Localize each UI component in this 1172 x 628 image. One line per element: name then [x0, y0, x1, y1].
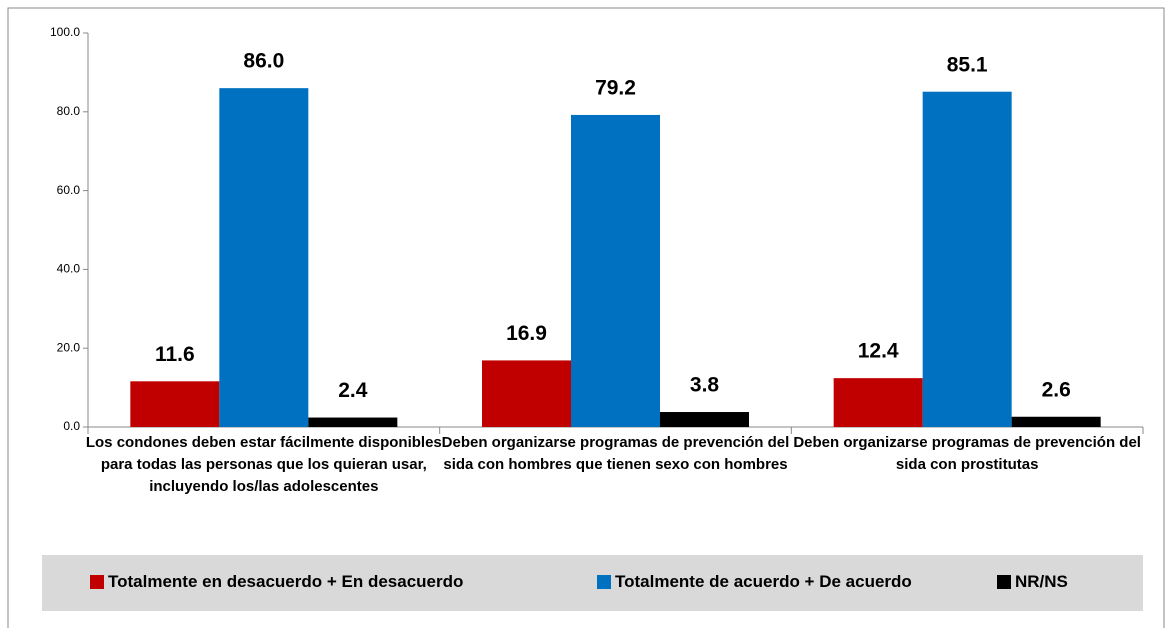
- legend-item: Totalmente en desacuerdo + En desacuerdo: [90, 572, 463, 592]
- value-label: 85.1: [947, 53, 988, 76]
- y-tick-label: 20.0: [57, 340, 81, 354]
- legend-box: [42, 555, 1143, 611]
- y-tick-label: 100.0: [50, 25, 80, 39]
- y-tick-label: 0.0: [63, 419, 80, 433]
- y-tick-label: 80.0: [57, 104, 81, 118]
- frame: [7, 7, 1165, 628]
- bar: [482, 360, 571, 427]
- legend-label: Totalmente de acuerdo + De acuerdo: [615, 572, 912, 591]
- value-label: 2.6: [1042, 378, 1071, 401]
- bar: [219, 88, 309, 427]
- bar: [1011, 416, 1101, 427]
- legend-item: Totalmente de acuerdo + De acuerdo: [597, 572, 912, 592]
- x-tick-label: Deben organizarse programas de prevenció…: [793, 434, 1141, 473]
- value-label: 3.8: [690, 374, 720, 397]
- value-label: 11.6: [155, 343, 195, 366]
- bar: [130, 381, 220, 427]
- legend-swatch: [90, 575, 104, 589]
- legend-label: NR/NS: [1015, 572, 1068, 591]
- legend-item: NR/NS: [997, 572, 1068, 592]
- bar: [660, 412, 749, 427]
- value-label: 79.2: [595, 76, 636, 99]
- y-tick-label: 40.0: [57, 262, 81, 276]
- x-tick-label: Los condones deben estar fácilmente disp…: [85, 434, 442, 495]
- value-label: 86.0: [243, 50, 284, 73]
- bar: [308, 417, 398, 427]
- bar: [922, 91, 1012, 428]
- x-tick-label: Deben organizarse programas de prevenció…: [441, 434, 790, 473]
- bar: [833, 378, 923, 427]
- legend-swatch: [997, 575, 1011, 589]
- value-label: 2.4: [338, 379, 368, 402]
- bar: [571, 114, 660, 428]
- legend-swatch: [597, 575, 611, 589]
- value-label: 16.9: [506, 322, 547, 345]
- value-label: 12.4: [858, 340, 899, 363]
- legend-label: Totalmente en desacuerdo + En desacuerdo: [108, 572, 464, 591]
- y-tick-label: 60.0: [57, 183, 81, 197]
